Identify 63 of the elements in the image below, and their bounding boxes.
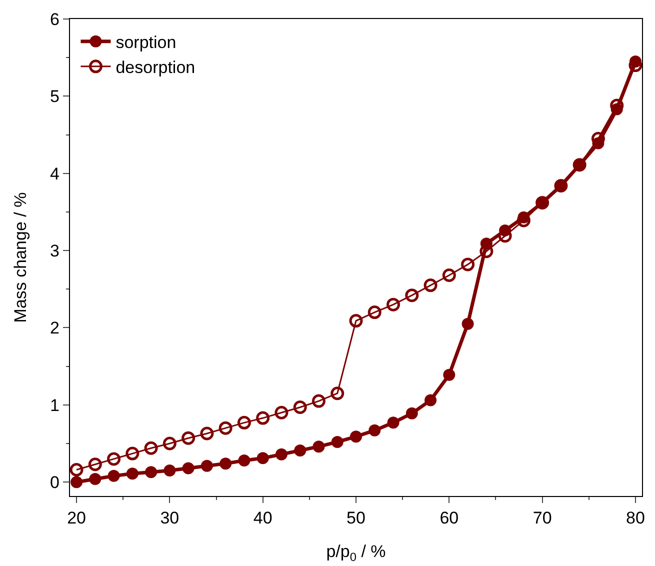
point xyxy=(182,431,196,445)
point xyxy=(144,441,158,455)
point xyxy=(275,448,288,460)
point xyxy=(349,314,363,328)
x-tick-label: 50 xyxy=(346,508,366,528)
point xyxy=(442,268,456,282)
point xyxy=(108,470,120,482)
point xyxy=(70,476,83,488)
y-tick-label: 2 xyxy=(50,318,60,338)
point xyxy=(200,426,214,440)
x-tick-label: 70 xyxy=(532,508,552,528)
y-tick-label: 4 xyxy=(50,164,60,184)
point xyxy=(424,394,437,406)
point xyxy=(350,430,362,443)
point xyxy=(331,436,344,448)
legend-label: desorption xyxy=(116,58,196,78)
point xyxy=(461,258,475,272)
point xyxy=(256,411,270,425)
y-tick-label: 6 xyxy=(50,10,60,29)
y-tick-label: 5 xyxy=(50,87,60,106)
y-tick-label: 3 xyxy=(50,242,60,260)
point xyxy=(480,244,494,258)
y-axis-title: Mass change / % xyxy=(10,192,30,323)
point xyxy=(274,406,288,420)
point xyxy=(164,464,176,477)
point xyxy=(237,416,251,430)
x-tick-label: 80 xyxy=(626,508,645,528)
point xyxy=(182,462,194,474)
point xyxy=(89,473,102,486)
point xyxy=(220,458,232,470)
point xyxy=(294,444,306,456)
point xyxy=(424,278,438,292)
point xyxy=(312,440,325,453)
point xyxy=(126,468,138,480)
x-axis-title: p/p$_{0}$ / % xyxy=(326,542,386,564)
point xyxy=(312,394,326,408)
point xyxy=(238,454,250,466)
point xyxy=(330,386,344,400)
y-tick-label: 1 xyxy=(50,396,60,415)
point xyxy=(126,446,140,460)
x-tick-label: 30 xyxy=(160,508,180,528)
point xyxy=(368,306,382,320)
point xyxy=(462,318,474,330)
point xyxy=(218,421,232,435)
point xyxy=(70,463,84,477)
point xyxy=(368,424,381,436)
point xyxy=(405,288,419,302)
point xyxy=(386,298,400,312)
point xyxy=(443,368,456,381)
point xyxy=(145,466,158,478)
x-tick-label: 40 xyxy=(253,508,272,528)
point xyxy=(107,452,121,466)
point xyxy=(256,452,269,464)
point xyxy=(293,400,307,414)
x-tick-label: 60 xyxy=(440,508,459,528)
point xyxy=(162,436,176,450)
legend-label: sorption xyxy=(116,32,176,52)
point xyxy=(200,460,213,472)
point xyxy=(406,407,418,420)
y-tick-label: 0 xyxy=(50,473,60,492)
point xyxy=(88,458,102,472)
point xyxy=(387,416,400,429)
x-tick-label: 20 xyxy=(67,508,86,528)
